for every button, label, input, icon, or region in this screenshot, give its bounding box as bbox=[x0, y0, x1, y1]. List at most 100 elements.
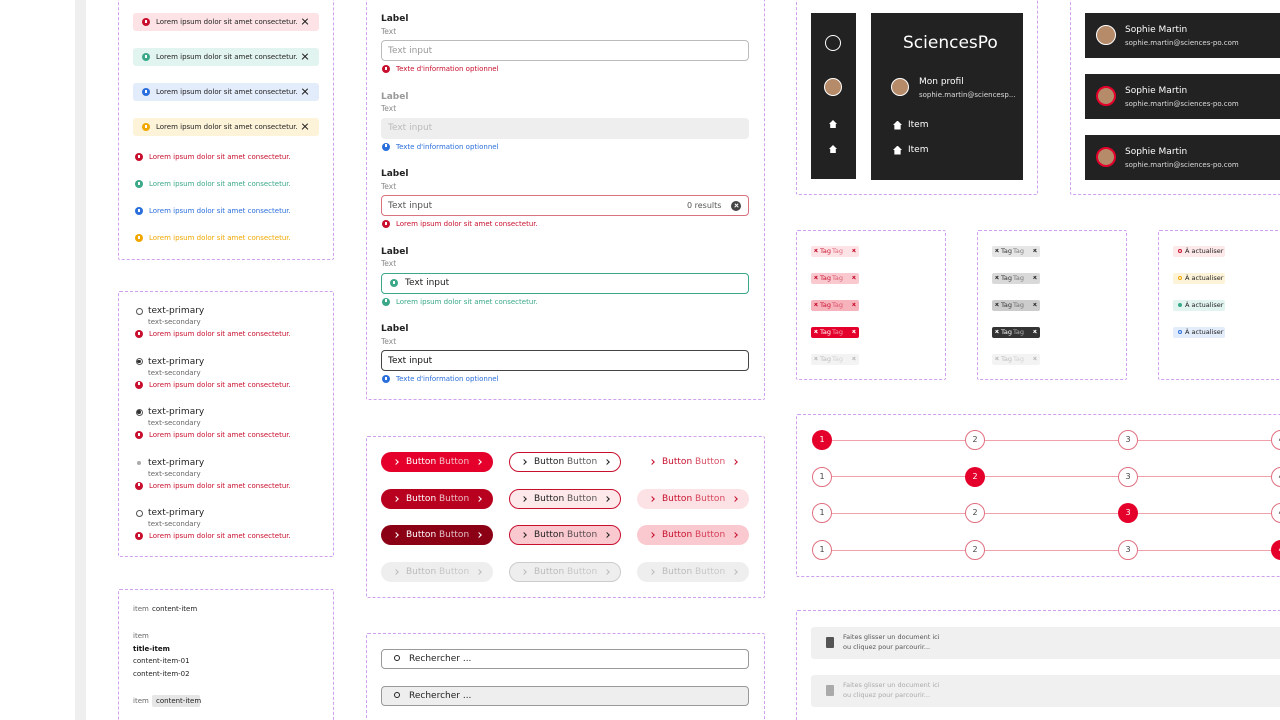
button[interactable] bbox=[509, 488, 621, 509]
button[interactable] bbox=[381, 525, 493, 546]
tag-label: Tag bbox=[1001, 246, 1013, 255]
profile-card bbox=[1085, 135, 1280, 180]
logo bbox=[825, 35, 841, 51]
step-label: 3 bbox=[1125, 508, 1131, 518]
step[interactable] bbox=[812, 503, 832, 524]
icon-glyph bbox=[138, 533, 140, 537]
button-label: Button bbox=[662, 530, 693, 541]
close-button[interactable] bbox=[301, 88, 309, 96]
tag[interactable] bbox=[992, 353, 1040, 365]
radio-subtitle: text-secondary bbox=[148, 469, 201, 478]
tag-sublabel: Tag bbox=[832, 273, 844, 282]
dropzone[interactable] bbox=[811, 627, 1280, 659]
step[interactable] bbox=[1271, 540, 1280, 561]
icon-glyph bbox=[385, 299, 387, 303]
close-button bbox=[1033, 276, 1037, 280]
dropzone[interactable] bbox=[811, 675, 1280, 707]
profile-name: Sophie Martin bbox=[1125, 147, 1188, 157]
step[interactable] bbox=[1118, 430, 1138, 450]
text-input[interactable] bbox=[381, 40, 749, 61]
button-sublabel: Button bbox=[695, 530, 726, 541]
step[interactable] bbox=[1118, 503, 1138, 524]
icon-glyph bbox=[138, 208, 140, 212]
button bbox=[381, 562, 493, 583]
button-label: Button bbox=[534, 567, 565, 578]
button-label: Button bbox=[662, 567, 693, 578]
step[interactable] bbox=[965, 466, 985, 487]
step[interactable] bbox=[965, 503, 985, 524]
button bbox=[509, 562, 621, 583]
button[interactable] bbox=[381, 488, 493, 509]
close-button bbox=[1033, 303, 1037, 307]
chip bbox=[152, 695, 200, 707]
close-button[interactable] bbox=[301, 53, 309, 61]
field-message: Texte d'information optionnel bbox=[396, 375, 499, 383]
step-label: 1 bbox=[819, 508, 825, 518]
step[interactable] bbox=[812, 466, 832, 487]
profile-email: sophie.martin@sciences-po.com bbox=[1125, 100, 1239, 108]
step[interactable] bbox=[965, 430, 985, 450]
icon-glyph bbox=[138, 331, 140, 335]
step[interactable] bbox=[965, 540, 985, 561]
icon-glyph bbox=[145, 124, 147, 128]
text-input[interactable] bbox=[381, 272, 749, 294]
tag-sublabel: Tag bbox=[1013, 246, 1025, 255]
button-sublabel: Button bbox=[695, 457, 726, 467]
button bbox=[637, 562, 749, 583]
tag[interactable] bbox=[811, 272, 859, 284]
tag[interactable] bbox=[811, 245, 859, 257]
close-button[interactable] bbox=[301, 18, 309, 26]
inline-message: Lorem ipsum dolor sit amet consectetur. bbox=[149, 153, 291, 161]
dropzone-text: ou cliquez pour parcourir... bbox=[843, 642, 931, 651]
dropzone-text: Faites glisser un document ici bbox=[843, 632, 940, 641]
tag[interactable] bbox=[811, 353, 859, 365]
close-button bbox=[852, 303, 856, 307]
list-item: title-item bbox=[133, 644, 170, 653]
button[interactable] bbox=[381, 452, 493, 472]
button-label: Button bbox=[662, 493, 693, 504]
tag[interactable] bbox=[992, 245, 1040, 257]
step-label: 3 bbox=[1125, 435, 1131, 444]
radio[interactable] bbox=[135, 509, 143, 517]
step[interactable] bbox=[812, 540, 832, 561]
list-item: item bbox=[133, 605, 149, 613]
profile-name: Sophie Martin bbox=[1125, 25, 1188, 35]
home-icon bbox=[893, 145, 902, 155]
search-input[interactable] bbox=[381, 649, 749, 669]
tag[interactable] bbox=[992, 272, 1040, 284]
text-input[interactable] bbox=[381, 195, 749, 216]
icon-glyph bbox=[145, 54, 147, 58]
radio-title: text-primary bbox=[148, 356, 205, 367]
search-icon bbox=[394, 692, 400, 698]
step[interactable] bbox=[1118, 540, 1138, 561]
radio[interactable] bbox=[135, 307, 143, 315]
button-sublabel: Button bbox=[439, 530, 470, 541]
inline-message: Lorem ipsum dolor sit amet consectetur. bbox=[149, 180, 291, 188]
tag[interactable] bbox=[811, 299, 859, 311]
tag-sublabel: Tag bbox=[832, 246, 844, 255]
button[interactable] bbox=[637, 525, 749, 546]
tag[interactable] bbox=[992, 326, 1040, 338]
button-label: Button bbox=[406, 567, 437, 578]
close-button bbox=[995, 330, 999, 334]
search-input[interactable] bbox=[381, 686, 749, 706]
close-button[interactable] bbox=[301, 123, 309, 131]
step[interactable] bbox=[812, 430, 832, 450]
button[interactable] bbox=[509, 452, 621, 472]
profile-card bbox=[1085, 13, 1280, 58]
text-input[interactable] bbox=[381, 350, 749, 371]
tag[interactable] bbox=[992, 299, 1040, 311]
button-sublabel: Button bbox=[439, 493, 470, 504]
icon-glyph bbox=[145, 89, 147, 93]
button-label: Button bbox=[406, 530, 437, 541]
step[interactable] bbox=[1118, 466, 1138, 487]
inline-message: Lorem ipsum dolor sit amet consectetur. bbox=[149, 207, 291, 215]
tag[interactable] bbox=[811, 326, 859, 338]
button[interactable] bbox=[509, 525, 621, 546]
step-label: 3 bbox=[1125, 471, 1131, 481]
profile-email: sophie.martin@sciences-po.com bbox=[1125, 39, 1239, 47]
button[interactable] bbox=[637, 488, 749, 509]
nav-item: Item bbox=[908, 145, 929, 155]
status-tag bbox=[1173, 272, 1225, 284]
